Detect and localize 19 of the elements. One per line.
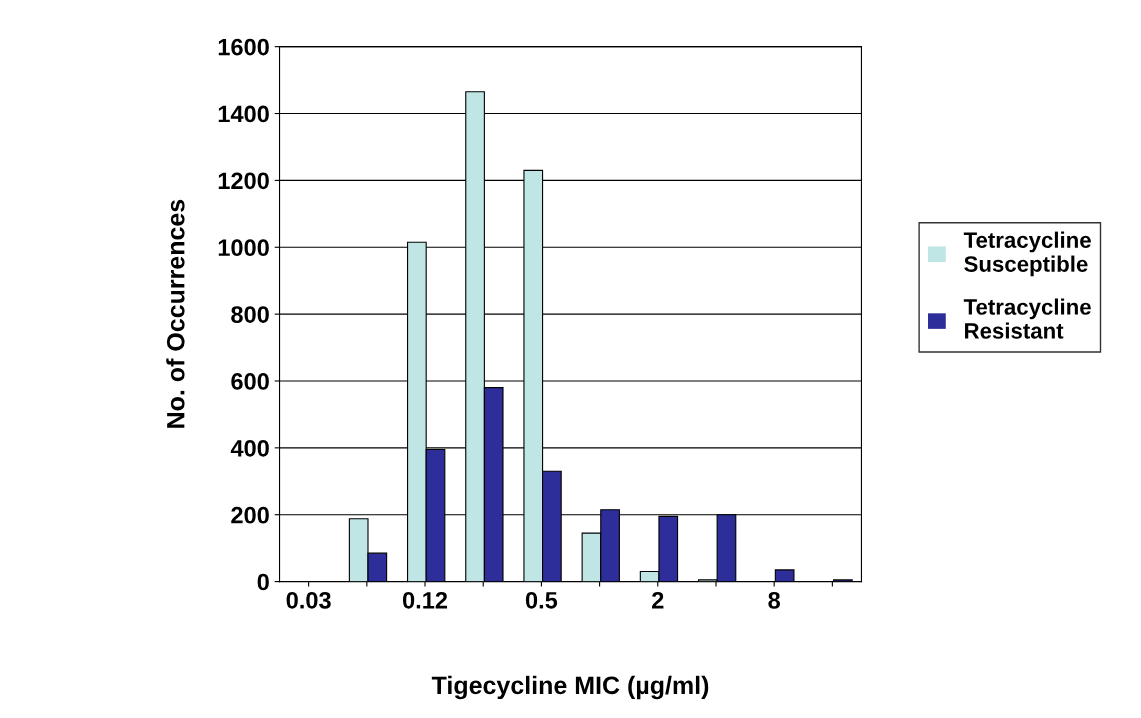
y-tick-label: 800: [231, 306, 269, 323]
y-tick-label: 0: [257, 573, 269, 591]
y-tick-label: 400: [230, 439, 269, 457]
y-tick-label: 1400: [218, 105, 269, 123]
x-tick-label: 8: [768, 591, 781, 609]
y-tick-label: 1600: [218, 38, 269, 56]
y-tick-label: 1200: [218, 172, 269, 190]
y-axis-title: No. of Occurrences: [166, 199, 185, 428]
x-axis-title: Tigecycline MIC (µg/ml): [431, 675, 709, 700]
legend-label: Tetracycline Susceptible: [963, 231, 1091, 277]
y-tick-label: 200: [231, 506, 269, 524]
y-tick-label: 1000: [218, 239, 269, 257]
x-tick-label: 0.5: [525, 591, 558, 609]
x-tick-label: 0.12: [402, 591, 448, 609]
legend-label: Tetracycline Resistant: [963, 298, 1091, 339]
x-tick-label: 0.03: [286, 591, 331, 609]
bar: [774, 569, 795, 582]
y-tick-label: 600: [231, 373, 269, 390]
x-tick-label: 2: [652, 591, 664, 609]
